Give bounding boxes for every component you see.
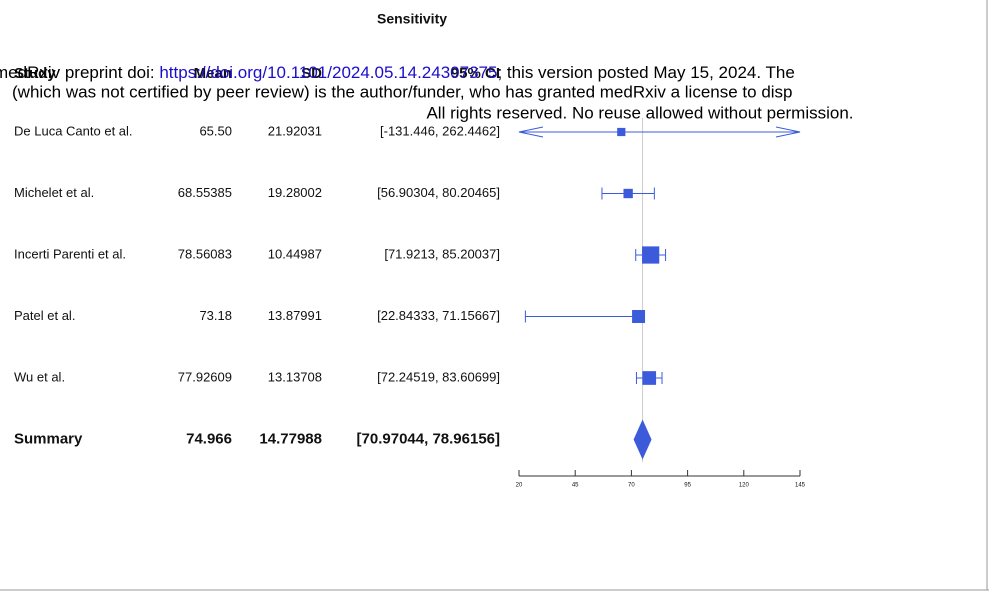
mean-label: 73.18: [199, 308, 232, 323]
x-tick-label: 145: [795, 483, 806, 489]
estimate-square: [642, 246, 660, 264]
ci-label: [72.24519, 83.60699]: [377, 369, 500, 384]
study-label: Wu et al.: [14, 369, 65, 384]
x-tick-label: 70: [628, 483, 635, 489]
sd-label: 19.28002: [268, 185, 322, 200]
mean-label: 78.56083: [178, 246, 232, 261]
summary-diamond: [633, 419, 652, 460]
estimate-square: [632, 310, 646, 323]
study-label: Incerti Parenti et al.: [14, 246, 126, 261]
x-tick-label: 120: [739, 483, 750, 489]
sd-label: 10.44987: [268, 246, 322, 261]
mean-label: 68.55385: [178, 185, 232, 200]
ci-arrow: [518, 126, 544, 138]
ci-arrow: [775, 126, 801, 138]
sd-label: 21.92031: [268, 123, 322, 138]
watermark-line: medRxiv preprint doi: https://doi.org/10…: [0, 63, 795, 82]
study-label: De Luca Canto et al.: [14, 123, 133, 138]
ci-label: [71.9213, 85.20037]: [384, 246, 500, 261]
estimate-square: [623, 188, 633, 199]
column-header: SD: [301, 65, 322, 82]
summary-label: 74.966: [186, 430, 232, 447]
watermark-text: ; this version posted May 15, 2024. The: [497, 63, 794, 82]
ci-label: [56.90304, 80.20465]: [377, 185, 500, 200]
mean-label: 77.92609: [178, 369, 232, 384]
column-headers: Study Mean SD 95% CI: [14, 65, 500, 82]
ci-label: [22.84333, 71.15667]: [377, 308, 500, 323]
study-label: Michelet et al.: [14, 185, 94, 200]
ci-label: [-131.446, 262.4462]: [380, 123, 500, 138]
estimate-square: [617, 127, 626, 137]
column-header: Mean: [194, 65, 232, 82]
summary-label: Summary: [14, 430, 83, 447]
chart-title: Sensitivity: [377, 11, 447, 27]
column-header: 95% CI: [451, 65, 500, 82]
summary-label: 14.77988: [259, 430, 322, 447]
mean-label: 65.50: [199, 123, 232, 138]
estimate-square: [642, 371, 657, 385]
x-tick-label: 45: [572, 483, 579, 489]
watermark-text: medRxiv preprint doi:: [0, 63, 159, 82]
summary-label: [70.97044, 78.96156]: [357, 430, 500, 447]
watermark-line: (which was not certified by peer review)…: [12, 82, 793, 101]
sd-label: 13.87991: [268, 308, 322, 323]
sd-label: 13.13708: [268, 369, 322, 384]
doi-link[interactable]: https://doi.org/10.1101/2024.05.14.24307…: [159, 63, 497, 82]
x-tick-label: 20: [516, 483, 523, 489]
x-tick-label: 95: [684, 483, 691, 489]
column-header: Study: [14, 65, 56, 82]
watermark-line: All rights reserved. No reuse allowed wi…: [426, 103, 853, 122]
study-label: Patel et al.: [14, 308, 75, 323]
